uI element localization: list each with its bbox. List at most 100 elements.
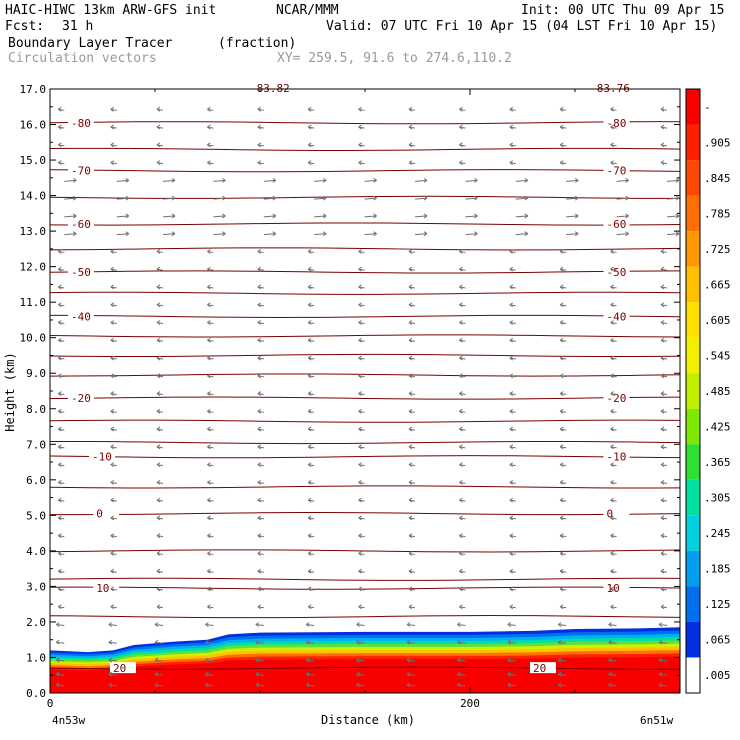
circulation-vector [414,179,428,182]
circulation-vector-head [559,479,564,485]
circulation-vector-head [559,284,564,290]
isotherm-line [49,419,681,423]
circulation-vector-head [408,106,413,112]
circulation-vector [263,179,276,182]
circulation-vector-head [205,657,209,663]
circulation-vector-head [257,106,262,112]
circulation-vector-head [610,551,614,556]
circulation-vector-head [307,586,312,592]
circulation-vector-head [408,302,413,308]
circulation-vector [108,684,117,687]
y-tick-label: 17.0 [20,83,47,96]
circulation-vector-head [660,160,665,166]
circulation-vector [406,659,416,662]
circulation-vector-head [408,551,413,556]
x-axis-label: Distance (km) [321,713,415,727]
circulation-vector-head [73,177,77,183]
circulation-vector [263,233,276,236]
circulation-vector-head [156,249,161,254]
y-tick-label: 13.0 [20,225,47,238]
circulation-vector-head [358,355,362,361]
circulation-vector-head [610,302,614,308]
circulation-vector-head [625,231,629,237]
circulation-vector-head [207,249,211,254]
circulation-vector-head [408,497,413,503]
circulation-vector-head [307,124,312,130]
circulation-vector-head [559,160,564,166]
circulation-vector-head [358,160,362,166]
isotherm-label: -20 [607,392,627,405]
y-tick-label: 15.0 [20,154,47,167]
circulation-vector-head [509,551,514,556]
circulation-vector-head [207,373,211,379]
colorbar-swatch [686,266,700,303]
circulation-vector-head [358,497,362,503]
circulation-vector-head [156,497,161,503]
circulation-vector [515,179,528,182]
circulation-vector-head [559,142,564,148]
circulation-vector-head [125,231,130,237]
circulation-vector-head [207,320,211,325]
isotherm-line [49,373,681,377]
circulation-vector-head [509,373,514,379]
circulation-vector-head [660,426,665,432]
circulation-vector-head [125,213,130,219]
circulation-vector-head [171,177,176,183]
circulation-vector-head [574,177,579,183]
circulation-vector-head [408,337,413,343]
circulation-vector-head [557,671,562,677]
circulation-vector-head [660,373,665,379]
isotherm-label: -50 [71,266,91,279]
circulation-vector-head [610,479,614,485]
x-start-location: 4n53w [52,714,85,727]
circulation-vector-head [559,249,564,254]
circulation-vector-head [257,515,262,521]
circulation-vector-head [58,124,62,130]
isotherm-line [49,222,681,226]
circulation-vector [108,623,117,626]
circulation-vector-head [307,426,312,432]
circulation-vector-head [257,355,262,361]
circulation-vector-head [58,355,62,361]
circulation-vector [205,659,214,662]
circulation-vector [608,673,617,676]
isotherm-line [49,485,681,489]
circulation-vector [608,684,617,687]
circulation-vector-head [459,142,463,148]
circulation-vector-head [423,213,428,219]
circulation-vector [457,641,466,644]
circulation-vector-head [110,515,115,521]
circulation-vector [457,684,466,687]
circulation-vector [213,179,226,182]
circulation-vector-head [358,462,362,468]
circulation-vector [108,659,117,662]
circulation-vector [205,641,214,644]
circulation-vector-head [56,682,60,688]
circulation-vector-head [406,622,411,627]
circulation-vector-head [207,497,211,503]
circulation-vector-head [356,682,360,688]
colorbar-swatch [686,302,700,338]
circulation-vector-head [307,551,312,556]
circulation-vector-head [205,671,209,677]
circulation-vector [364,197,377,200]
circulation-vector-head [272,177,277,183]
circulation-vector-head [358,124,362,130]
circulation-vector-head [660,284,665,290]
circulation-vector-head [610,497,614,503]
circulation-vector-head [459,515,463,521]
circulation-vector-head [156,160,161,166]
isotherm-label-bg [89,450,115,462]
circulation-vector-head [307,266,312,272]
circulation-vector-head [58,444,62,450]
circulation-vector-head [625,213,629,219]
circulation-vector [64,179,77,182]
circulation-vector-head [459,533,463,539]
circulation-vector [213,215,226,218]
circulation-vector [666,197,680,200]
circulation-vector [414,197,428,200]
circulation-vector-head [156,320,161,325]
circulation-vector-head [557,622,562,627]
circulation-vector-head [257,337,262,343]
circulation-vector [306,684,315,687]
